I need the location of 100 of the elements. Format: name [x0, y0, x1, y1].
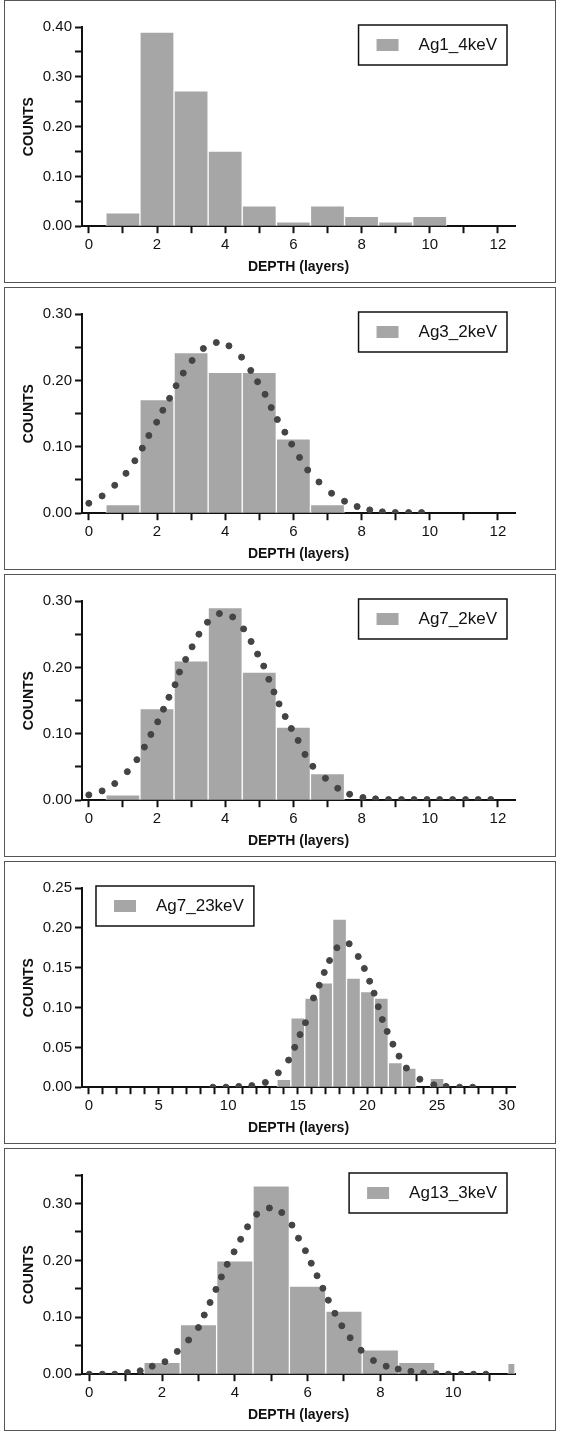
point — [212, 1285, 220, 1293]
x-tick-label: 6 — [289, 809, 298, 827]
point — [395, 1052, 403, 1060]
x-axis-title: DEPTH (layers) — [247, 258, 350, 275]
point — [273, 416, 281, 424]
y-axis-title: COUNTS — [20, 384, 37, 444]
point — [402, 1064, 410, 1072]
point — [159, 705, 167, 713]
y-tick-label: 0.20 — [42, 917, 72, 935]
x-tick-label: 10 — [421, 522, 439, 540]
point — [200, 1311, 208, 1319]
x-tick-label: 10 — [421, 809, 439, 827]
x-tick-label: 0 — [84, 235, 93, 253]
point — [122, 469, 130, 477]
point — [341, 497, 349, 505]
point — [442, 1082, 450, 1088]
x-tick-label: 0 — [84, 809, 93, 827]
point — [194, 1324, 202, 1332]
point — [140, 743, 148, 751]
point — [354, 953, 362, 961]
x-tick-label: 20 — [359, 1096, 376, 1114]
point — [238, 353, 246, 361]
y-tick-label: 0.10 — [42, 723, 72, 741]
point — [147, 730, 155, 738]
point — [315, 981, 323, 989]
x-tick-label: 0 — [84, 522, 93, 540]
y-tick-label: 0.20 — [42, 657, 72, 675]
point — [85, 791, 93, 799]
x-tick-label: 8 — [357, 522, 366, 540]
x-tick-label: 25 — [428, 1096, 446, 1114]
point — [310, 994, 318, 1002]
point — [179, 369, 187, 377]
x-tick-label: 15 — [289, 1096, 307, 1114]
point — [261, 390, 269, 398]
y-tick-label: 0.00 — [42, 503, 72, 521]
point — [166, 394, 174, 402]
y-tick-label: 0.10 — [42, 166, 72, 184]
point — [389, 1040, 397, 1048]
point — [309, 762, 317, 770]
point — [123, 768, 131, 776]
point — [148, 1362, 156, 1370]
legend-label: Ag7_2keV — [418, 608, 498, 628]
y-tick-label: 0.00 — [42, 216, 72, 234]
point — [223, 1260, 231, 1268]
point — [374, 1003, 382, 1011]
point — [320, 968, 328, 976]
point — [206, 1298, 214, 1306]
point — [235, 1082, 243, 1088]
point — [383, 1027, 391, 1035]
point — [382, 1362, 390, 1370]
point — [334, 784, 342, 792]
point — [176, 668, 184, 676]
point — [145, 432, 153, 440]
point — [359, 794, 367, 801]
y-tick-label: 0.00 — [42, 1364, 72, 1382]
x-tick-label: 8 — [357, 235, 366, 253]
point — [372, 795, 380, 801]
legend-label: Ag7_23keV — [155, 895, 245, 915]
y-axis-title: COUNTS — [20, 1245, 37, 1305]
point — [366, 506, 374, 514]
point — [165, 693, 173, 701]
x-tick-label: 10 — [219, 1096, 237, 1114]
point — [328, 489, 336, 497]
point — [217, 1273, 225, 1281]
point — [159, 406, 167, 414]
point — [313, 1272, 321, 1280]
point — [295, 1234, 302, 1242]
point — [182, 655, 190, 663]
point — [253, 1210, 261, 1218]
point — [346, 1334, 354, 1342]
x-tick-label: 10 — [444, 1383, 462, 1401]
point — [229, 613, 237, 621]
point — [338, 1322, 346, 1330]
point — [260, 662, 268, 670]
point — [378, 508, 386, 514]
point — [346, 790, 354, 798]
point — [369, 1357, 377, 1365]
point — [430, 1081, 438, 1088]
point — [199, 345, 207, 353]
point — [345, 940, 353, 948]
point — [267, 404, 275, 412]
x-tick-label: 2 — [157, 1383, 167, 1401]
x-axis-title: DEPTH (layers) — [247, 1406, 350, 1423]
point — [153, 418, 161, 426]
x-tick-label: 12 — [489, 235, 507, 253]
point — [215, 610, 223, 618]
y-tick-label: 0.15 — [42, 957, 72, 975]
y-tick-label: 0.00 — [42, 1077, 72, 1095]
y-axis-title: COUNTS — [20, 97, 37, 157]
y-tick-label: 0.10 — [42, 1307, 72, 1325]
point — [248, 1082, 256, 1088]
point — [212, 339, 220, 347]
point — [270, 688, 278, 696]
y-tick-label: 0.20 — [42, 370, 72, 388]
point — [133, 756, 141, 764]
point — [288, 1221, 296, 1229]
y-tick-label: 0.05 — [42, 1037, 72, 1055]
x-tick-label: 5 — [154, 1096, 163, 1114]
point — [420, 1369, 428, 1375]
point — [407, 1367, 415, 1375]
